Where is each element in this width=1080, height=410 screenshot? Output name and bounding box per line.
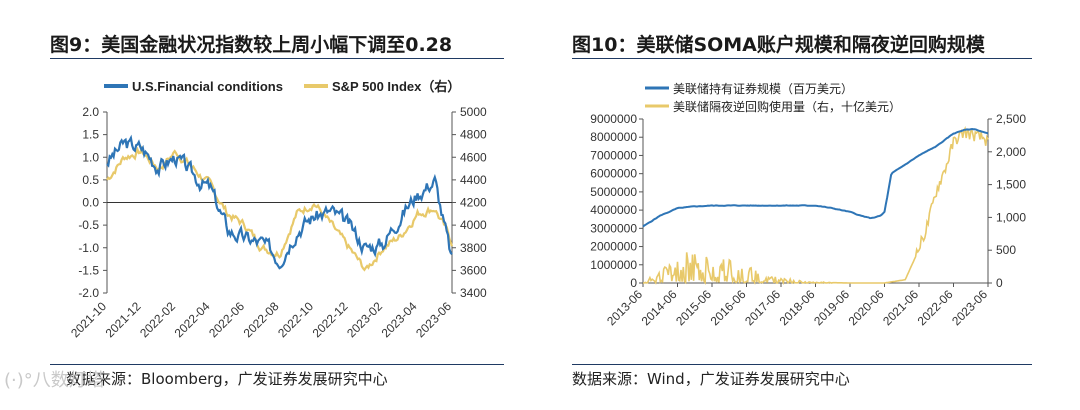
fci-line — [106, 134, 453, 270]
right-tick-label: 4600 — [460, 150, 487, 164]
legend-label-rrp: 美联储隔夜逆回购使用量（右，十亿美元） — [673, 99, 901, 114]
right-chart-title: 图10：美联储SOMA账户规模和隔夜逆回购规模 — [572, 34, 985, 56]
left-tick-label: 6000000 — [590, 167, 637, 181]
left-tick-label: 9000000 — [590, 112, 637, 126]
x-tick-label: 2013-06 — [604, 287, 645, 328]
left-tick-label: -2.0 — [78, 286, 99, 300]
x-tick-label: 2022-08 — [241, 299, 282, 340]
left-chart: U.S.Financial conditions S&P 500 Index（右… — [68, 79, 487, 340]
right-tick-label: 500 — [996, 243, 1016, 257]
rrp-line — [643, 125, 989, 286]
right-tick-label: 4400 — [460, 173, 487, 187]
watermark: (·)°八数灯塔 — [4, 370, 105, 391]
right-tick-label: 1,000 — [996, 210, 1026, 224]
right-source-note: 数据来源：Wind，广发证券发展研究中心 — [572, 370, 850, 388]
left-tick-label: 1.5 — [82, 128, 99, 142]
right-tick-label: 1,500 — [996, 178, 1026, 192]
x-tick-label: 2023-06 — [413, 299, 454, 340]
left-tick-label: 3000000 — [590, 221, 637, 235]
left-tick-label: 0 — [630, 276, 637, 290]
left-tick-label: 5000000 — [590, 185, 637, 199]
x-tick-label: 2019-06 — [811, 287, 852, 328]
left-tick-label: 7000000 — [590, 148, 637, 162]
left-source-note: 数据来源：Bloomberg，广发证券发展研究中心 — [66, 370, 388, 388]
x-tick-label: 2022-04 — [172, 299, 213, 340]
x-tick-label: 2014-06 — [639, 287, 680, 328]
left-tick-label: 0.5 — [82, 173, 99, 187]
right-tick-label: 3600 — [460, 263, 487, 277]
left-tick-label: -1.5 — [78, 263, 99, 277]
x-tick-label: 2023-04 — [379, 299, 420, 340]
x-tick-label: 2022-06 — [915, 287, 956, 328]
x-tick-label: 2020-06 — [846, 287, 887, 328]
left-tick-label: 1000000 — [590, 258, 637, 272]
right-tick-label: 5000 — [460, 105, 487, 119]
right-tick-label: 2,000 — [996, 145, 1026, 159]
soma-line — [642, 127, 989, 228]
left-tick-label: -0.5 — [78, 218, 99, 232]
right-tick-label: 2,500 — [996, 112, 1026, 126]
left-title-rule — [50, 58, 504, 59]
x-tick-label: 2018-06 — [777, 287, 818, 328]
left-tick-label: 2.0 — [82, 105, 99, 119]
x-tick-label: 2015-06 — [673, 287, 714, 328]
left-tick-label: 1.0 — [82, 150, 99, 164]
left-source-rule — [50, 364, 504, 365]
x-tick-label: 2022-10 — [275, 299, 316, 340]
right-tick-label: 4800 — [460, 128, 487, 142]
left-tick-label: 8000000 — [590, 130, 637, 144]
right-tick-label: 3400 — [460, 286, 487, 300]
x-tick-label: 2021-06 — [880, 287, 921, 328]
left-tick-label: 4000000 — [590, 203, 637, 217]
legend-label-fci: U.S.Financial conditions — [132, 79, 283, 94]
right-tick-label: 3800 — [460, 241, 487, 255]
left-tick-label: -1.0 — [78, 241, 99, 255]
left-chart-title: 图9：美国金融状况指数较上周小幅下调至0.28 — [50, 34, 453, 56]
x-tick-label: 2021-10 — [68, 299, 109, 340]
right-tick-label: 4000 — [460, 218, 487, 232]
right-tick-label: 4200 — [460, 196, 487, 210]
x-tick-label: 2022-06 — [206, 299, 247, 340]
x-tick-label: 2023-02 — [344, 299, 385, 340]
right-source-rule — [572, 364, 1032, 365]
x-tick-label: 2022-12 — [310, 299, 351, 340]
left-tick-label: 0.0 — [82, 196, 99, 210]
x-tick-label: 2023-06 — [949, 287, 990, 328]
legend-label-soma: 美联储持有证券规模（百万美元） — [673, 81, 853, 96]
x-tick-label: 2017-06 — [742, 287, 783, 328]
legend-label-spx: S&P 500 Index（右） — [332, 79, 460, 94]
x-tick-label: 2021-12 — [103, 299, 144, 340]
x-tick-label: 2022-02 — [137, 299, 178, 340]
right-tick-label: 0 — [996, 276, 1003, 290]
left-tick-label: 2000000 — [590, 240, 637, 254]
right-title-rule — [572, 58, 1032, 59]
x-tick-label: 2016-06 — [708, 287, 749, 328]
right-chart: 美联储持有证券规模（百万美元） 美联储隔夜逆回购使用量（右，十亿美元） 9000… — [590, 81, 1026, 328]
